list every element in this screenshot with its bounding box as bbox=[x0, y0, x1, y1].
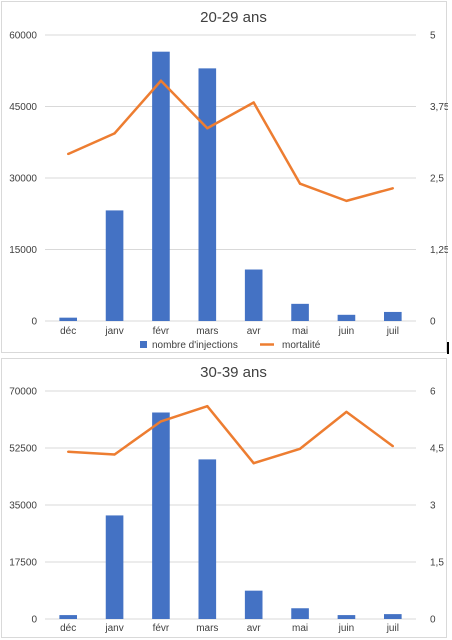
bar-mars bbox=[198, 459, 217, 619]
mortality-line bbox=[67, 79, 394, 203]
x-tick-label: déc bbox=[60, 623, 76, 634]
x-tick-label: avr bbox=[247, 623, 262, 634]
y-tick-label: 15000 bbox=[9, 245, 37, 256]
chart-title: 30-39 ans bbox=[200, 364, 267, 381]
x-tick-label: janv bbox=[104, 623, 123, 634]
mortality-point-mars bbox=[206, 127, 209, 130]
y-tick-label: 70000 bbox=[9, 387, 37, 398]
mortality-point-mai bbox=[298, 447, 302, 450]
chart-panel-20-29: 20-29 ans 0 15000 30000 45000 60000 0 1,25 2,5 3,… bbox=[1, 1, 448, 353]
y2-tick-label: 6 bbox=[430, 387, 436, 398]
y-tick-label: 0 bbox=[31, 317, 37, 328]
bar-févr bbox=[152, 412, 170, 619]
chart-20-29-svg: 20-29 ans 0 15000 30000 45000 60000 0 1,25 2,5 3,… bbox=[9, 9, 448, 351]
bar-juil bbox=[384, 311, 402, 321]
text-cursor bbox=[447, 342, 449, 354]
x-tick-label: mars bbox=[196, 326, 218, 337]
x-tick-label: févr bbox=[153, 326, 170, 337]
bar-juin bbox=[337, 314, 356, 321]
x-tick-label: juil bbox=[386, 623, 399, 634]
x-tick-label: mars bbox=[196, 623, 218, 634]
legend-label-injections: nombre d'injections bbox=[152, 340, 238, 351]
x-tick-label: févr bbox=[153, 623, 170, 634]
bar-juil bbox=[384, 614, 402, 619]
y-tick-label: 30000 bbox=[9, 174, 37, 185]
x-tick-label: mai bbox=[292, 623, 308, 634]
y2-tick-label: 4,5 bbox=[430, 444, 444, 455]
bar-avr bbox=[244, 590, 263, 619]
mortality-point-janv bbox=[113, 132, 116, 135]
legend-label-mortality: mortalité bbox=[282, 340, 321, 351]
mortality-point-juil bbox=[391, 187, 395, 190]
y-tick-label: 35000 bbox=[9, 501, 37, 512]
y2-tick-label: 1,5 bbox=[430, 558, 444, 569]
bar-mai bbox=[291, 608, 309, 619]
y-tick-label: 45000 bbox=[9, 102, 37, 113]
mortality-point-juin bbox=[345, 410, 348, 414]
y-tick-label: 60000 bbox=[9, 31, 37, 42]
chart-title: 20-29 ans bbox=[200, 9, 267, 26]
mortality-point-juil bbox=[391, 444, 395, 448]
mortality-point-janv bbox=[113, 453, 116, 456]
bar-déc bbox=[59, 317, 77, 321]
mortality-point-avr bbox=[252, 462, 255, 465]
y2-tick-label: 0 bbox=[430, 317, 436, 328]
mortality-point-déc bbox=[66, 152, 70, 156]
y2-tick-label: 3 bbox=[430, 501, 436, 512]
mortality-point-déc bbox=[66, 450, 70, 453]
mortality-point-juin bbox=[345, 199, 348, 203]
y2-tick-label: 0 bbox=[430, 615, 436, 626]
bar-mai bbox=[291, 303, 309, 321]
bar-janv bbox=[105, 210, 124, 321]
legend-swatch-injections bbox=[140, 341, 147, 348]
bar-févr bbox=[152, 51, 170, 321]
bar-déc bbox=[59, 615, 77, 619]
y-tick-label: 0 bbox=[31, 615, 37, 626]
y-tick-label: 52500 bbox=[9, 444, 37, 455]
x-tick-label: déc bbox=[60, 326, 76, 337]
mortality-point-mars bbox=[206, 405, 209, 408]
mortality-point-mai bbox=[298, 182, 302, 185]
mortality-point-févr bbox=[159, 79, 163, 82]
x-tick-label: juil bbox=[386, 326, 399, 337]
x-tick-label: janv bbox=[104, 326, 123, 337]
chart-panel-30-39: 30-39 ans 0 17500 35000 52500 70000 0 1,5 3 4,5 6 d… bbox=[1, 358, 447, 638]
bar-juin bbox=[337, 615, 356, 619]
bar-avr bbox=[244, 269, 263, 321]
x-tick-label: mai bbox=[292, 326, 308, 337]
chart-30-39-svg: 30-39 ans 0 17500 35000 52500 70000 0 1,5 3 4,5 6 d… bbox=[9, 364, 444, 634]
y2-tick-label: 1,25 bbox=[430, 245, 448, 256]
y2-tick-label: 5 bbox=[430, 31, 436, 42]
bar-janv bbox=[105, 515, 124, 619]
bar-mars bbox=[198, 68, 217, 321]
x-tick-label: avr bbox=[247, 326, 262, 337]
x-tick-label: juin bbox=[338, 326, 355, 337]
y2-tick-label: 2,5 bbox=[430, 174, 444, 185]
mortality-point-avr bbox=[252, 101, 255, 104]
y2-tick-label: 3,75 bbox=[430, 102, 448, 113]
x-tick-label: juin bbox=[338, 623, 355, 634]
y-tick-label: 17500 bbox=[9, 558, 37, 569]
mortality-line bbox=[68, 404, 394, 465]
mortality-point-févr bbox=[159, 420, 163, 423]
